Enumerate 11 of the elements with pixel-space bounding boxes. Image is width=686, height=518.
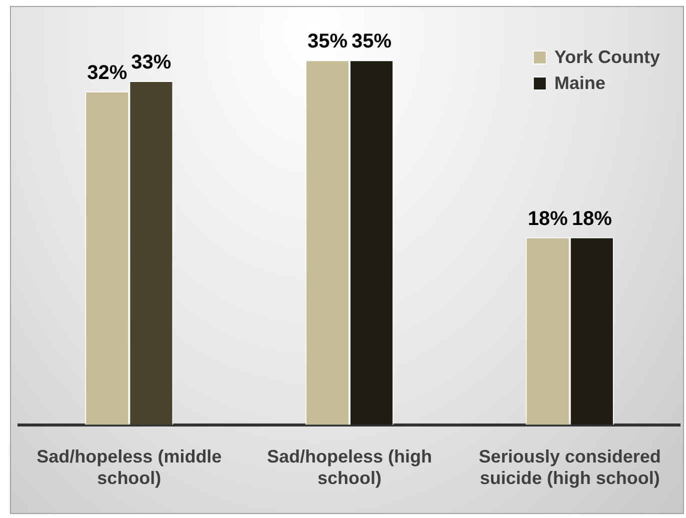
legend-label: York County: [554, 46, 660, 67]
data-label: 32%: [87, 62, 128, 84]
data-label: 18%: [528, 208, 568, 230]
x-tick-label: Seriously considered suicide (high school): [478, 446, 661, 488]
data-label: 18%: [572, 208, 612, 230]
data-label: 33%: [131, 51, 172, 74]
x-tick-label: Sad/hopeless (high school): [266, 446, 432, 488]
data-label: 35%: [352, 30, 392, 53]
x-tick-label: Sad/hopeless (middle school): [36, 446, 222, 488]
legend-label: Maine: [554, 72, 606, 93]
data-label: 35%: [307, 30, 348, 53]
